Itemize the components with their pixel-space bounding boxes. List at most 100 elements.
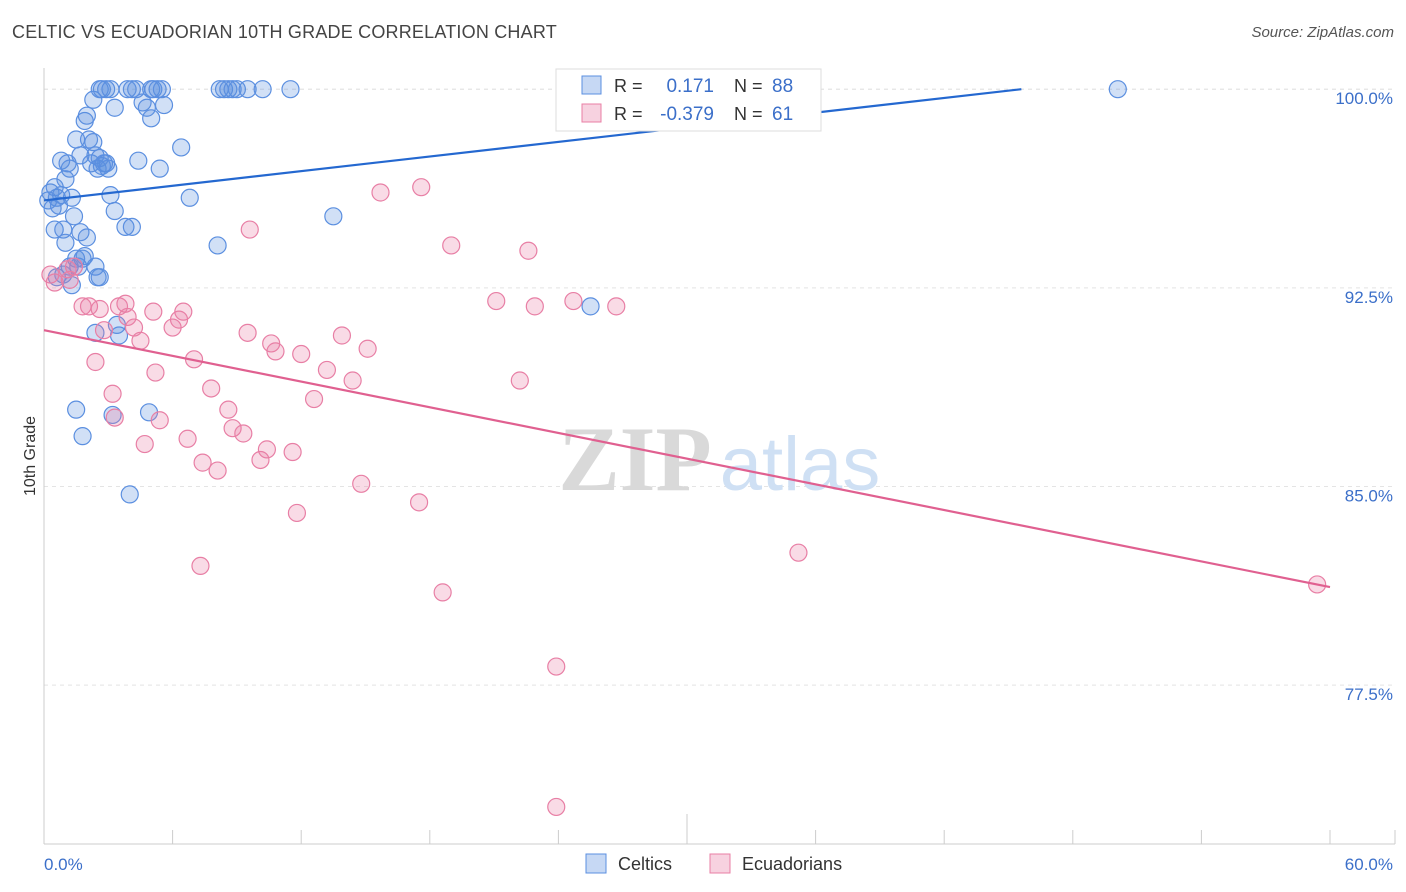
ecuadorians-point-40 (304, 389, 324, 409)
ecuadorians-point-33 (251, 450, 270, 470)
ecuadorians-point-29 (219, 400, 238, 419)
stats-legend-n-label-1: N = (734, 104, 763, 124)
celtics-point-77 (103, 405, 122, 425)
celtics-point-76 (73, 427, 92, 446)
celtics-point-56 (253, 80, 272, 99)
celtics-point-54 (227, 80, 246, 99)
ecuadorians-point-32 (238, 323, 257, 342)
celtics-point-58 (101, 186, 120, 205)
celtics-point-75 (67, 400, 86, 419)
ecuadorians-point-13 (116, 294, 135, 313)
ecuadorians-point-55 (547, 657, 566, 676)
ecuadorians-point-16 (131, 331, 150, 350)
ecuadorians-point-60 (240, 220, 259, 239)
celtics-point-39 (105, 98, 124, 117)
ecuadorians-point-18 (144, 302, 163, 321)
stats-legend-r-label-0: R = (614, 76, 643, 96)
ecuadorians-point-26 (193, 453, 212, 472)
ecuadorians-point-44 (352, 474, 371, 493)
celtics-point-64 (150, 159, 169, 178)
ecuadorians-point-28 (208, 461, 227, 480)
ecuadorians-point-14 (118, 307, 137, 327)
celtics-point-80 (581, 297, 600, 316)
ecuadorians-point-38 (287, 503, 307, 523)
ecuadorians-point-57 (607, 297, 626, 316)
stats-legend-swatch-0 (581, 75, 602, 95)
ecuadorians-point-23 (174, 302, 193, 321)
celtics-point-67 (208, 236, 227, 255)
ecuadorians-point-43 (343, 371, 362, 390)
celtics-point-65 (172, 138, 191, 157)
ecuadorians-point-58 (789, 543, 808, 562)
chart-source: Source: ZipAtlas.com (1251, 24, 1394, 41)
ecuadorians-point-42 (332, 326, 352, 345)
ecuadorians-point-53 (519, 241, 538, 260)
ecuadorians-point-19 (146, 363, 165, 382)
series-legend-label-0: Celtics (618, 854, 672, 874)
stats-legend-r-value-1: -0.379 (660, 104, 714, 125)
y-tick-label-2: 92.5% (1345, 288, 1393, 307)
celtics-point-62 (129, 151, 148, 170)
ecuadorians-point-46 (371, 183, 390, 202)
y-axis-label: 10th Grade (22, 416, 39, 496)
celtics-point-41 (122, 80, 141, 99)
y-tick-label-1: 85.0% (1345, 486, 1393, 505)
x-tick-label-max: 60.0% (1345, 855, 1393, 874)
ecuadorians-point-1 (45, 273, 64, 292)
celtics-point-33 (99, 159, 118, 178)
stats-legend-swatch-1 (581, 103, 602, 123)
ecuadorians-point-36 (266, 342, 285, 361)
y-tick-label-0: 77.5% (1345, 685, 1393, 704)
ecuadorians-point-51 (487, 291, 506, 311)
ecuadorians-point-7 (86, 352, 105, 372)
stats-legend-n-label-0: N = (734, 76, 763, 96)
x-tick-label-min: 0.0% (44, 855, 83, 874)
ecuadorians-trend-line (43, 329, 1331, 589)
celtics-point-59 (105, 201, 124, 221)
stats-legend-n-value-0: 88 (772, 76, 793, 97)
celtics-point-55 (238, 80, 257, 99)
ecuadorians-point-45 (358, 339, 377, 358)
ecuadorians-point-52 (510, 371, 529, 390)
series-legend-swatch-0 (585, 853, 607, 874)
celtics-point-48 (152, 80, 171, 99)
ecuadorians-point-6 (79, 297, 99, 316)
celtics-point-66 (180, 188, 199, 207)
ecuadorians-point-62 (547, 797, 566, 817)
ecuadorians-point-56 (564, 291, 583, 311)
ecuadorians-point-47 (409, 493, 429, 512)
ecuadorians-point-41 (317, 360, 337, 380)
celtics-trend-line (43, 88, 1022, 202)
ecuadorians-point-48 (412, 178, 431, 197)
stats-legend-n-value-1: 61 (772, 104, 793, 125)
ecuadorians-point-27 (202, 379, 221, 398)
celtics-point-79 (120, 485, 139, 504)
celtics-point-57 (281, 80, 300, 99)
celtics-point-19 (77, 228, 96, 247)
series-legend-label-1: Ecuadorians (742, 854, 842, 874)
celtics-point-70 (90, 268, 109, 287)
ecuadorians-point-54 (525, 297, 544, 316)
ecuadorians-point-24 (178, 429, 197, 448)
ecuadorians-point-39 (292, 344, 311, 364)
stats-legend-r-label-1: R = (614, 104, 643, 124)
ecuadorians-point-10 (103, 384, 122, 403)
celtics-point-68 (324, 207, 343, 226)
celtics-point-38 (101, 80, 120, 99)
celtics-point-87 (56, 170, 75, 189)
watermark-atlas: atlas (720, 422, 881, 507)
ecuadorians-point-31 (234, 424, 253, 443)
y-tick-label-3: 100.0% (1335, 89, 1393, 108)
celtics-point-26 (84, 133, 103, 152)
celtics-point-47 (148, 80, 167, 99)
ecuadorians-point-61 (191, 556, 210, 576)
ecuadorians-point-8 (90, 299, 109, 319)
ecuadorians-point-37 (283, 442, 302, 462)
celtics-point-23 (77, 106, 96, 125)
chart-title: CELTIC VS ECUADORIAN 10TH GRADE CORRELAT… (12, 22, 557, 42)
celtics-point-53 (223, 80, 242, 99)
celtics-point-81 (1108, 80, 1127, 99)
ecuadorians-point-30 (223, 419, 242, 438)
ecuadorians-point-20 (150, 411, 169, 430)
